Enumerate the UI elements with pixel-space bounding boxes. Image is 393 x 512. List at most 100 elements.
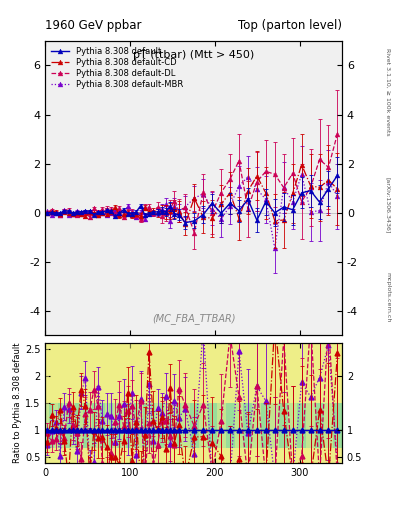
Pythia 8.308 default-DL — [281, 185, 286, 191]
Pythia 8.308 default-MBR — [66, 212, 71, 219]
Line: Pythia 8.308 default-MBR: Pythia 8.308 default-MBR — [45, 172, 340, 251]
Pythia 8.308 default-MBR — [246, 174, 250, 180]
Pythia 8.308 default-MBR — [83, 208, 88, 214]
Pythia 8.308 default-MBR — [121, 211, 126, 217]
Bar — [181, 343, 190, 463]
Bar — [62, 343, 66, 463]
Line: Pythia 8.308 default-CD: Pythia 8.308 default-CD — [45, 162, 340, 226]
Pythia 8.308 default-CD — [163, 209, 168, 215]
Pythia 8.308 default-MBR — [317, 207, 322, 214]
Pythia 8.308 default-DL — [308, 184, 313, 190]
Pythia 8.308 default-CD — [176, 208, 181, 215]
Pythia 8.308 default-MBR — [210, 205, 215, 211]
Pythia 8.308 default-MBR — [108, 210, 113, 216]
Pythia 8.308 default — [308, 187, 313, 194]
Bar — [96, 343, 100, 463]
Pythia 8.308 default-CD — [192, 195, 196, 201]
Pythia 8.308 default-DL — [130, 208, 134, 215]
Bar — [155, 343, 160, 463]
Pythia 8.308 default — [58, 210, 62, 216]
Pythia 8.308 default-CD — [147, 209, 151, 215]
Pythia 8.308 default — [317, 199, 322, 205]
Bar — [138, 343, 143, 463]
Pythia 8.308 default-CD — [317, 184, 322, 190]
Pythia 8.308 default-DL — [113, 211, 118, 217]
Pythia 8.308 default — [100, 209, 105, 216]
Pythia 8.308 default-DL — [272, 171, 277, 177]
Pythia 8.308 default-CD — [53, 208, 58, 215]
Pythia 8.308 default-DL — [117, 205, 122, 211]
Pythia 8.308 default-DL — [66, 206, 71, 212]
Bar — [164, 343, 168, 463]
Pythia 8.308 default-CD — [308, 183, 313, 189]
Pythia 8.308 default-DL — [96, 209, 101, 216]
Bar — [288, 343, 297, 463]
Pythia 8.308 default-CD — [87, 209, 92, 215]
Pythia 8.308 default-DL — [176, 208, 181, 214]
Pythia 8.308 default-CD — [281, 217, 286, 223]
Pythia 8.308 default-DL — [183, 204, 188, 210]
Pythia 8.308 default — [272, 210, 277, 216]
Pythia 8.308 default — [326, 186, 331, 192]
Pythia 8.308 default — [96, 209, 101, 216]
Pythia 8.308 default-MBR — [96, 211, 101, 218]
Pythia 8.308 default-MBR — [163, 201, 168, 207]
Pythia 8.308 default-DL — [104, 205, 109, 211]
Pythia 8.308 default-MBR — [70, 210, 75, 217]
Pythia 8.308 default — [70, 209, 75, 216]
Bar — [45, 343, 342, 463]
Pythia 8.308 default — [210, 200, 215, 206]
Pythia 8.308 default-CD — [49, 208, 54, 215]
Pythia 8.308 default — [147, 211, 151, 217]
Line: Pythia 8.308 default-DL: Pythia 8.308 default-DL — [45, 131, 340, 235]
Pythia 8.308 default-DL — [246, 206, 250, 212]
Pythia 8.308 default — [134, 209, 139, 215]
Pythia 8.308 default — [176, 211, 181, 218]
Bar — [54, 343, 58, 463]
Pythia 8.308 default-DL — [100, 206, 105, 212]
Pythia 8.308 default-DL — [142, 204, 147, 210]
Legend: Pythia 8.308 default, Pythia 8.308 default-CD, Pythia 8.308 default-DL, Pythia 8: Pythia 8.308 default, Pythia 8.308 defau… — [48, 45, 186, 92]
Pythia 8.308 default-CD — [168, 207, 173, 214]
Pythia 8.308 default-CD — [104, 211, 109, 217]
Pythia 8.308 default-CD — [83, 213, 88, 219]
Pythia 8.308 default — [255, 217, 259, 223]
Pythia 8.308 default — [246, 196, 250, 202]
Pythia 8.308 default-DL — [160, 214, 164, 220]
Pythia 8.308 default-MBR — [79, 210, 84, 216]
Pythia 8.308 default-CD — [228, 190, 232, 196]
Pythia 8.308 default — [201, 211, 206, 218]
Pythia 8.308 default — [192, 218, 196, 224]
Pythia 8.308 default-DL — [237, 158, 241, 164]
Pythia 8.308 default-CD — [172, 206, 177, 212]
Pythia 8.308 default-CD — [335, 186, 340, 192]
Pythia 8.308 default-CD — [96, 212, 101, 218]
Pythia 8.308 default — [142, 212, 147, 218]
Pythia 8.308 default — [130, 211, 134, 217]
Pythia 8.308 default-CD — [58, 211, 62, 217]
Pythia 8.308 default-CD — [45, 210, 50, 216]
Pythia 8.308 default-MBR — [147, 209, 151, 215]
Pythia 8.308 default-CD — [108, 209, 113, 215]
Pythia 8.308 default-MBR — [299, 172, 304, 178]
Pythia 8.308 default — [172, 211, 177, 217]
Pythia 8.308 default-DL — [299, 199, 304, 205]
Bar — [270, 343, 279, 463]
Bar — [235, 343, 244, 463]
Pythia 8.308 default-MBR — [255, 186, 259, 192]
Bar — [199, 343, 208, 463]
Pythia 8.308 default — [168, 203, 173, 209]
Pythia 8.308 default-DL — [49, 207, 54, 213]
Pythia 8.308 default-MBR — [201, 190, 206, 197]
Pythia 8.308 default-MBR — [62, 207, 67, 214]
Pythia 8.308 default — [45, 210, 50, 216]
Pythia 8.308 default — [183, 220, 188, 226]
Text: (MC_FBA_TTBAR): (MC_FBA_TTBAR) — [152, 313, 235, 324]
Pythia 8.308 default-DL — [58, 212, 62, 218]
Pythia 8.308 default-MBR — [183, 204, 188, 210]
Bar — [121, 343, 126, 463]
Pythia 8.308 default-DL — [201, 189, 206, 196]
Pythia 8.308 default-MBR — [168, 218, 173, 224]
Pythia 8.308 default-DL — [92, 205, 96, 211]
Pythia 8.308 default-DL — [79, 210, 84, 217]
